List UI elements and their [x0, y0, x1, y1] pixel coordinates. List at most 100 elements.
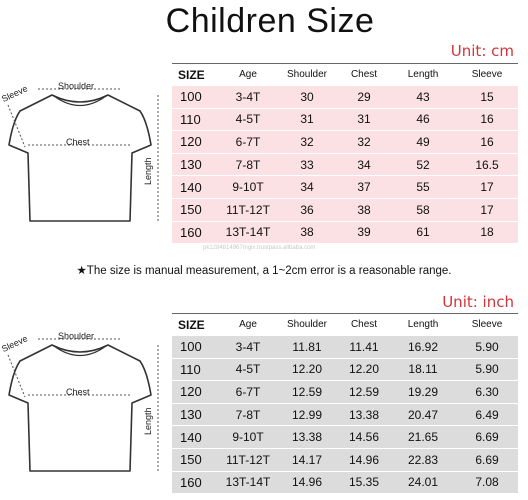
cell-age: 3-4T: [220, 85, 276, 109]
cell-size: 120: [172, 130, 220, 154]
table-row: 110 4-5T 31 31 46 16: [172, 107, 518, 131]
unit-label-cm: Unit: cm: [450, 42, 514, 60]
header-chest: Chest: [338, 313, 390, 336]
header-age: Age: [220, 63, 276, 86]
cell-size: 100: [172, 85, 220, 109]
unit-label-inch: Unit: inch: [442, 293, 514, 311]
cell-length: 21.65: [390, 425, 456, 449]
cell-length: 20.47: [390, 402, 456, 426]
diagram-label-shoulder: Shoulder: [58, 81, 95, 91]
cell-shoulder: 12.20: [276, 357, 338, 381]
cell-size: 150: [172, 447, 220, 472]
header-size: SIZE: [172, 313, 220, 336]
cell-shoulder: 12.59: [276, 380, 338, 404]
header-chest: Chest: [338, 63, 390, 86]
cell-sleeve: 6.69: [456, 447, 518, 472]
cell-sleeve: 6.69: [456, 425, 518, 449]
page-title: Children Size: [165, 2, 375, 40]
cell-sleeve: 5.90: [456, 335, 518, 359]
cell-size: 130: [172, 402, 220, 426]
cell-age: 7-8T: [220, 152, 276, 176]
watermark: pk1284814967mgix.trustpass.alibaba.com: [203, 245, 316, 251]
cell-sleeve: 5.90: [456, 357, 518, 381]
tshirt-diagram-cm: Shoulder Chest Sleeve Length: [0, 75, 172, 245]
table-row: 160 13T-14T 38 39 61 18: [172, 220, 518, 244]
tshirt-diagram-inch: Shoulder Chest Sleeve Length: [0, 325, 172, 495]
cell-chest: 32: [338, 130, 390, 154]
cell-chest: 31: [338, 107, 390, 131]
cell-size: 110: [172, 107, 220, 131]
cell-shoulder: 14.17: [276, 447, 338, 472]
cell-age: 6-7T: [220, 380, 276, 404]
table-body-inch: 100 3-4T 11.81 11.41 16.92 5.90 110 4-5T 12.20 12…: [172, 335, 518, 494]
table-body-cm: 100 3-4T 30 29 43 15 110 4-5T 31 31 46 16 120 6-7T 32 3…: [172, 85, 518, 244]
cell-sleeve: 17: [456, 175, 518, 199]
cell-chest: 37: [338, 175, 390, 199]
table-row: 140 9-10T 34 37 55 17: [172, 175, 518, 199]
cell-length: 52: [390, 152, 456, 176]
cell-sleeve: 16.5: [456, 152, 518, 176]
diagram-label-length: Length: [143, 157, 153, 185]
cell-length: 49: [390, 130, 456, 154]
cell-size: 160: [172, 220, 220, 244]
cell-chest: 29: [338, 85, 390, 109]
tshirt-outline-icon: [7, 338, 159, 472]
table-row: 100 3-4T 11.81 11.41 16.92 5.90: [172, 335, 518, 359]
cell-sleeve: 18: [456, 220, 518, 244]
cell-shoulder: 11.81: [276, 335, 338, 359]
cell-sleeve: 15: [456, 85, 518, 109]
cell-shoulder: 12.99: [276, 402, 338, 426]
cell-size: 140: [172, 175, 220, 199]
table-row: 150 11T-12T 14.17 14.96 22.83 6.69: [172, 447, 518, 472]
cell-length: 43: [390, 85, 456, 109]
cell-chest: 13.38: [338, 402, 390, 426]
cell-size: 140: [172, 425, 220, 449]
cell-shoulder: 14.96: [276, 470, 338, 494]
table-row: 120 6-7T 12.59 12.59 19.29 6.30: [172, 380, 518, 404]
cell-shoulder: 34: [276, 175, 338, 199]
cell-age: 6-7T: [220, 130, 276, 154]
cell-chest: 34: [338, 152, 390, 176]
diagram-label-chest: Chest: [66, 387, 90, 397]
cell-shoulder: 30: [276, 85, 338, 109]
cell-length: 58: [390, 197, 456, 222]
cell-chest: 14.96: [338, 447, 390, 472]
diagram-label-chest: Chest: [66, 137, 90, 147]
cell-chest: 12.59: [338, 380, 390, 404]
table-row: 160 13T-14T 14.96 15.35 24.01 7.08: [172, 470, 518, 494]
cell-age: 3-4T: [220, 335, 276, 359]
cell-length: 24.01: [390, 470, 456, 494]
cell-chest: 11.41: [338, 335, 390, 359]
cell-size: 150: [172, 197, 220, 222]
cell-chest: 39: [338, 220, 390, 244]
tshirt-outline-icon: [7, 88, 159, 222]
cell-length: 55: [390, 175, 456, 199]
header-size: SIZE: [172, 63, 220, 86]
cell-length: 46: [390, 107, 456, 131]
cell-sleeve: 17: [456, 197, 518, 222]
header-length: Length: [390, 63, 456, 86]
cell-chest: 12.20: [338, 357, 390, 381]
table-row: 120 6-7T 32 32 49 16: [172, 130, 518, 154]
cell-age: 13T-14T: [220, 220, 276, 244]
table-row: 150 11T-12T 36 38 58 17: [172, 197, 518, 222]
cell-size: 160: [172, 470, 220, 494]
table-header-row: SIZE Age Shoulder Chest Length Sleeve: [172, 63, 518, 86]
cell-chest: 14.56: [338, 425, 390, 449]
cell-size: 130: [172, 152, 220, 176]
size-table-inch: SIZE Age Shoulder Chest Length Sleeve 10…: [172, 313, 518, 494]
cell-shoulder: 31: [276, 107, 338, 131]
cell-length: 61: [390, 220, 456, 244]
cell-age: 4-5T: [220, 107, 276, 131]
cell-length: 16.92: [390, 335, 456, 359]
table-row: 140 9-10T 13.38 14.56 21.65 6.69: [172, 425, 518, 449]
header-age: Age: [220, 313, 276, 336]
cell-sleeve: 6.49: [456, 402, 518, 426]
diagram-label-length: Length: [143, 407, 153, 435]
cell-age: 7-8T: [220, 402, 276, 426]
cell-sleeve: 7.08: [456, 470, 518, 494]
cell-size: 110: [172, 357, 220, 381]
cell-length: 22.83: [390, 447, 456, 472]
cell-sleeve: 16: [456, 107, 518, 131]
cell-sleeve: 16: [456, 130, 518, 154]
